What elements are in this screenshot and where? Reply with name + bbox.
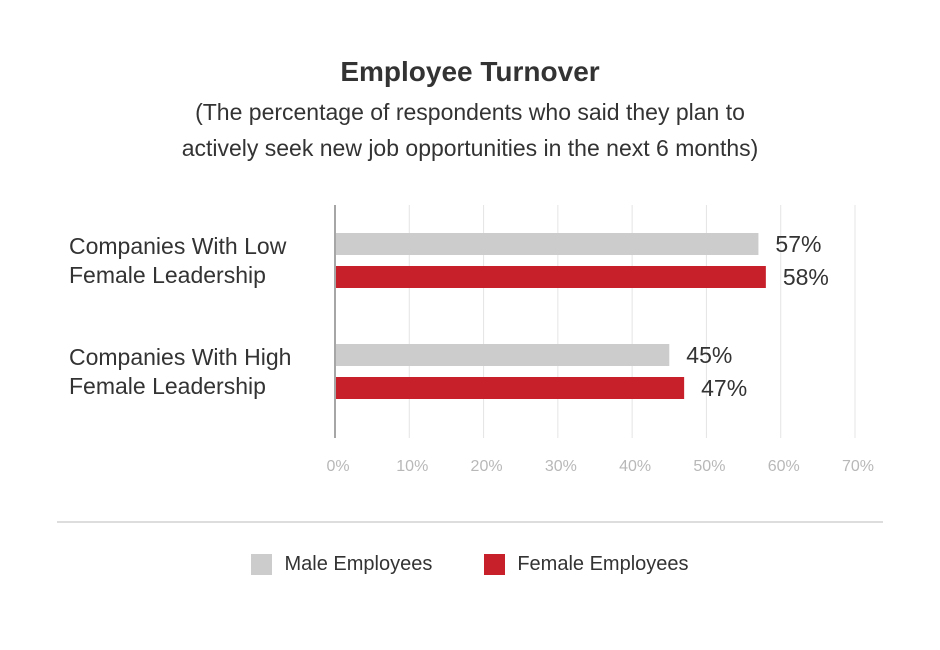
category-label-0: Companies With Low Female Leadership bbox=[69, 233, 287, 288]
legend-label-male: Male Employees bbox=[284, 553, 433, 575]
data-label-male-0: 57% bbox=[775, 231, 821, 257]
legend-swatch-female bbox=[484, 554, 506, 575]
divider-line bbox=[57, 521, 883, 523]
bar-chart: 57% 58% 45% 47% Companies With Low Female Le… bbox=[69, 205, 874, 475]
x-tick-label-10: 10% bbox=[396, 458, 428, 475]
legend-label-female: Female Employees bbox=[517, 553, 689, 575]
category-label-0-line-0: Companies With Low bbox=[69, 233, 287, 259]
subtitle-line-2: actively seek new job opportunities in t… bbox=[181, 135, 759, 161]
bar-female-1 bbox=[336, 377, 685, 399]
category-label-1-line-0: Companies With High bbox=[69, 344, 291, 370]
data-label-female-1: 47% bbox=[701, 375, 747, 401]
x-tick-label-50: 50% bbox=[693, 458, 725, 475]
chart-subtitle: (The percentage of respondents who said … bbox=[0, 94, 940, 166]
category-label-1: Companies With High Female Leadership bbox=[69, 344, 291, 399]
legend-item-female: Female Employees bbox=[484, 553, 689, 576]
x-tick-label-70: 70% bbox=[842, 458, 874, 475]
chart-title: Employee Turnover bbox=[340, 56, 600, 87]
category-label-0-line-1: Female Leadership bbox=[69, 262, 266, 288]
legend-item-male: Male Employees bbox=[251, 553, 432, 576]
legend: Male Employees Female Employees bbox=[0, 553, 940, 576]
bar-male-1 bbox=[336, 344, 670, 366]
subtitle-line-1: (The percentage of respondents who said … bbox=[195, 99, 745, 125]
x-tick-label-60: 60% bbox=[768, 458, 800, 475]
x-tick-label-40: 40% bbox=[619, 458, 651, 475]
bars bbox=[336, 233, 766, 399]
data-label-female-0: 58% bbox=[783, 264, 829, 290]
legend-swatch-male bbox=[251, 554, 273, 575]
bar-female-0 bbox=[336, 266, 766, 288]
x-tick-label-20: 20% bbox=[471, 458, 503, 475]
x-tick-label-30: 30% bbox=[545, 458, 577, 475]
data-labels: 57% 58% 45% 47% bbox=[686, 231, 829, 401]
category-labels: Companies With Low Female LeadershipCompa… bbox=[69, 233, 291, 399]
x-axis-ticks: 0% 10% 20% 30% 40% 50% 60% 70% bbox=[326, 458, 874, 475]
x-tick-label-0: 0% bbox=[326, 458, 349, 475]
bar-male-0 bbox=[336, 233, 759, 255]
data-label-male-1: 45% bbox=[686, 342, 732, 368]
category-label-1-line-1: Female Leadership bbox=[69, 373, 266, 399]
